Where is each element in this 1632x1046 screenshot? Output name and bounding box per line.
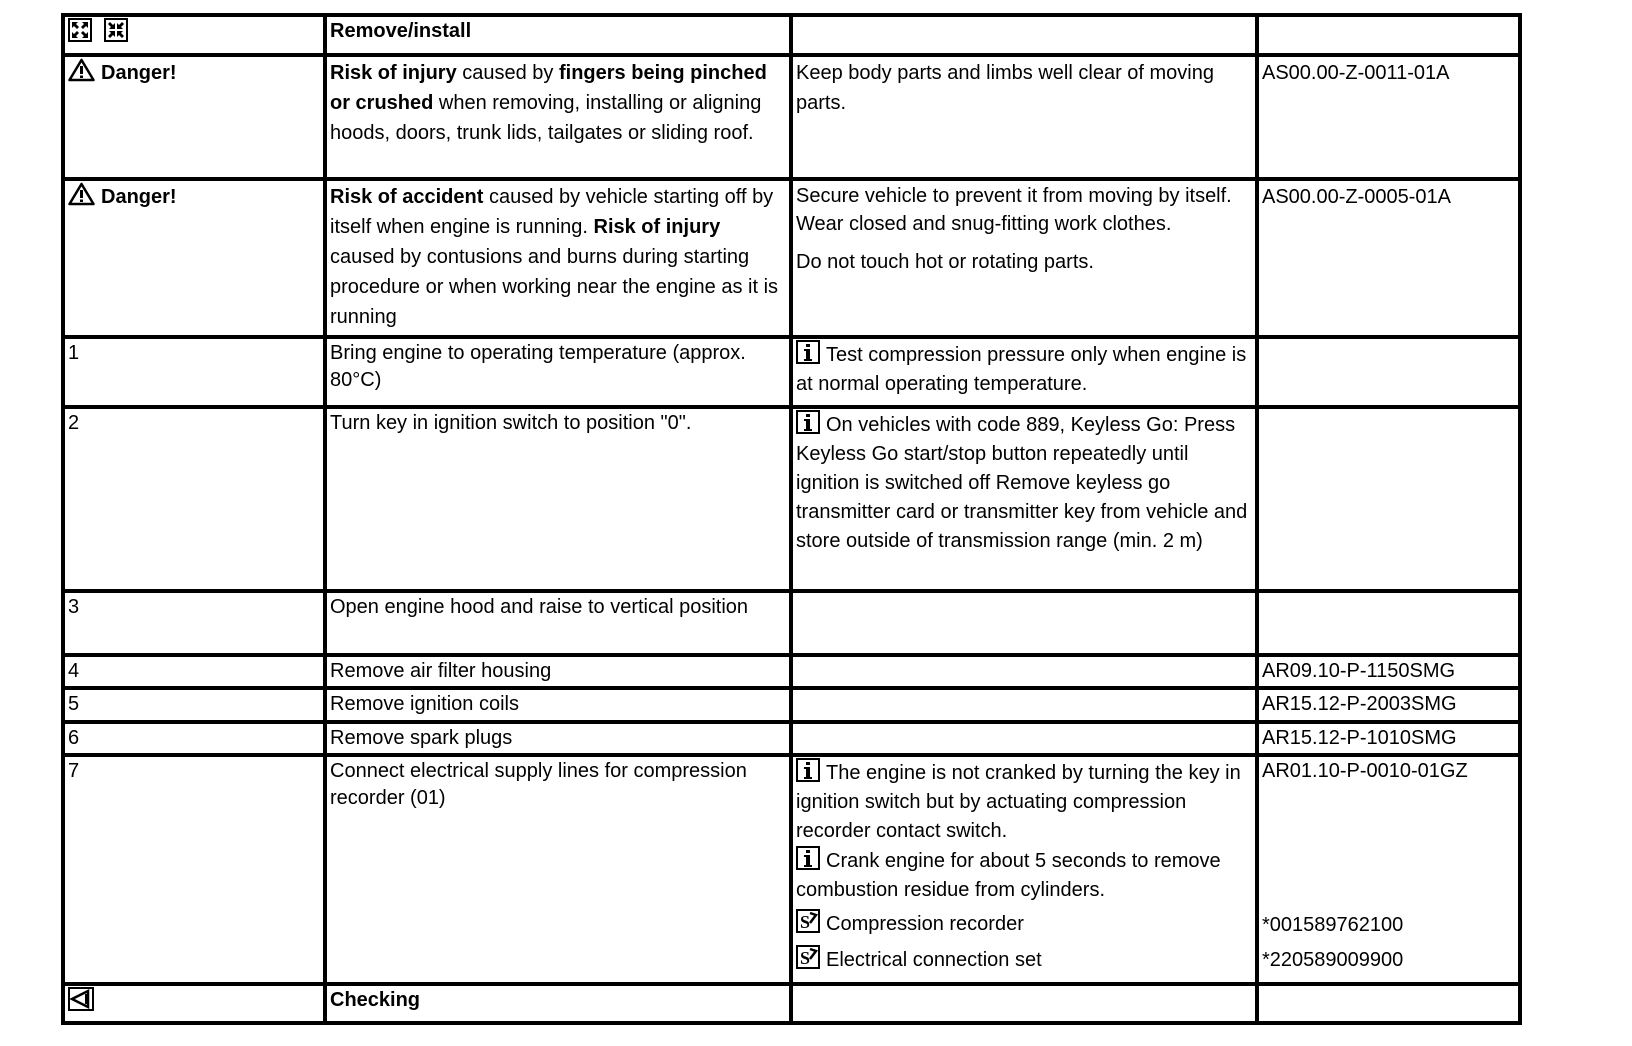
tool-link[interactable]: Compression recorder [826, 913, 1024, 935]
step-number: 2 [61, 405, 327, 593]
document-reference-link[interactable]: AR15.12-P-1010SMG [1255, 720, 1522, 757]
special-tool-icon [796, 945, 820, 969]
step-row: 7 Connect electrical supply lines for co… [61, 753, 1522, 986]
step-row: 1 Bring engine to operating temperature … [61, 335, 1522, 409]
section-title: Checking [323, 982, 793, 1025]
step-number: 1 [61, 335, 327, 409]
step-number: 7 [61, 753, 327, 986]
step-action: Bring engine to operating temperature (a… [323, 335, 793, 409]
document-reference-link[interactable]: AR15.12-P-2003SMG [1255, 686, 1522, 724]
danger-measures: Keep body parts and limbs well clear of … [789, 53, 1259, 181]
step-row: 2 Turn key in ignition switch to positio… [61, 405, 1522, 593]
warning-triangle-icon [68, 58, 95, 82]
info-icon [796, 410, 820, 434]
step-row: 5 Remove ignition coils AR15.12-P-2003SM… [61, 686, 1522, 724]
document-reference-link[interactable]: AR09.10-P-1150SMG [1255, 653, 1522, 690]
step-action: Remove spark plugs [323, 720, 793, 757]
collapse-all-icon[interactable] [103, 18, 128, 42]
step-row: 6 Remove spark plugs AR15.12-P-1010SMG [61, 720, 1522, 757]
danger-description: Risk of injury caused by fingers being p… [323, 53, 793, 181]
danger-measures: Secure vehicle to prevent it from moving… [789, 177, 1259, 339]
step-action: Open engine hood and raise to vertical p… [323, 589, 793, 657]
header-row: Remove/install [61, 13, 1522, 57]
back-triangle-icon[interactable] [68, 987, 94, 1011]
step-action: Turn key in ignition switch to position … [323, 405, 793, 593]
document-reference-link[interactable]: AS00.00-Z-0005-01A [1255, 177, 1522, 339]
document-reference-link[interactable]: AR01.10-P-0010-01GZ [1262, 760, 1468, 782]
tool-part-number[interactable]: *001589762100 [1262, 914, 1404, 936]
step-number: 3 [61, 589, 327, 657]
danger-label: Danger! [101, 62, 177, 84]
footer-row: Checking [61, 982, 1522, 1025]
step-note: Test compression pressure only when engi… [789, 335, 1259, 409]
step-number: 6 [61, 720, 327, 757]
step-notes: The engine is not cranked by turning the… [789, 753, 1259, 986]
info-icon [796, 846, 820, 870]
step-row: 3 Open engine hood and raise to vertical… [61, 589, 1522, 657]
special-tool-icon [796, 909, 820, 933]
tool-part-number[interactable]: *220589009900 [1262, 949, 1404, 971]
warning-triangle-icon [68, 182, 95, 206]
danger-label: Danger! [101, 186, 177, 208]
step-row: 4 Remove air filter housing AR09.10-P-11… [61, 653, 1522, 690]
step-action: Remove air filter housing [323, 653, 793, 690]
section-title: Remove/install [323, 13, 793, 57]
expand-all-icon[interactable] [68, 18, 92, 42]
step-action: Remove ignition coils [323, 686, 793, 724]
step-number: 4 [61, 653, 327, 690]
info-icon [796, 340, 820, 364]
step-number: 5 [61, 686, 327, 724]
danger-description: Risk of accident caused by vehicle start… [323, 177, 793, 339]
document-reference-link[interactable]: AS00.00-Z-0011-01A [1255, 53, 1522, 181]
step-action: Connect electrical supply lines for comp… [323, 753, 793, 986]
danger-row: Danger! Risk of injury caused by fingers… [61, 53, 1522, 181]
step-note: On vehicles with code 889, Keyless Go: P… [789, 405, 1259, 593]
danger-row: Danger! Risk of accident caused by vehic… [61, 177, 1522, 339]
procedure-table: Remove/install Danger! Risk of injury ca… [61, 13, 1522, 1025]
tool-link[interactable]: Electrical connection set [826, 949, 1042, 971]
info-icon [796, 758, 820, 782]
